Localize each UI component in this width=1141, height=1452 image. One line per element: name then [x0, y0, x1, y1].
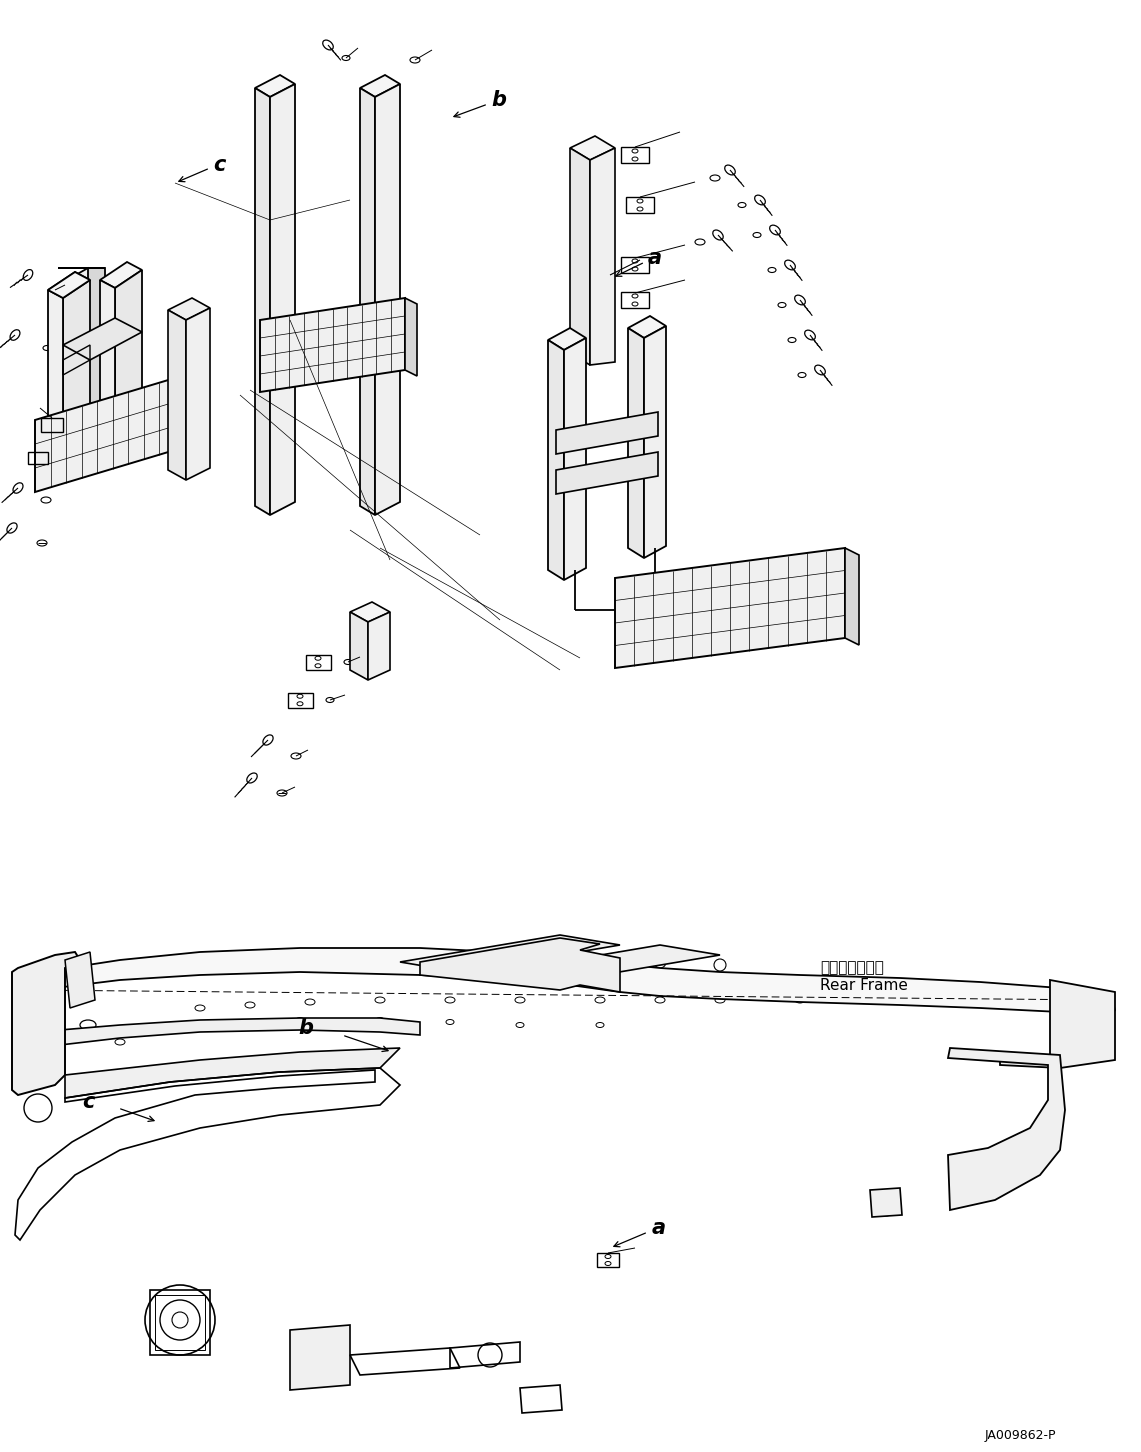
Polygon shape — [175, 378, 185, 457]
Polygon shape — [615, 547, 845, 668]
Polygon shape — [405, 298, 416, 376]
Polygon shape — [369, 611, 390, 680]
Text: c: c — [213, 155, 226, 176]
Polygon shape — [35, 378, 175, 492]
Polygon shape — [254, 76, 296, 97]
Polygon shape — [254, 89, 270, 515]
Polygon shape — [375, 84, 400, 515]
Polygon shape — [350, 603, 390, 621]
Polygon shape — [590, 148, 615, 364]
Polygon shape — [100, 261, 141, 287]
Polygon shape — [350, 611, 369, 680]
Polygon shape — [556, 452, 658, 494]
Polygon shape — [48, 290, 63, 476]
Polygon shape — [869, 1188, 903, 1217]
Polygon shape — [21, 1018, 420, 1056]
Polygon shape — [65, 1048, 400, 1098]
Text: a: a — [652, 1218, 666, 1239]
Polygon shape — [420, 938, 620, 992]
Polygon shape — [48, 272, 90, 298]
Polygon shape — [168, 309, 186, 481]
Text: a: a — [648, 248, 662, 269]
Polygon shape — [570, 136, 615, 160]
Polygon shape — [168, 298, 210, 319]
Polygon shape — [948, 1048, 1065, 1210]
Polygon shape — [13, 953, 80, 1095]
Polygon shape — [115, 270, 141, 466]
Polygon shape — [186, 308, 210, 481]
Polygon shape — [628, 328, 644, 558]
Text: c: c — [82, 1092, 95, 1112]
Polygon shape — [48, 272, 90, 298]
Polygon shape — [100, 280, 115, 466]
Text: JA009862-P: JA009862-P — [985, 1429, 1057, 1442]
Polygon shape — [845, 547, 859, 645]
Polygon shape — [270, 84, 296, 515]
Polygon shape — [564, 338, 586, 579]
Polygon shape — [1000, 980, 1115, 1069]
Polygon shape — [361, 89, 375, 515]
Polygon shape — [570, 148, 590, 364]
Polygon shape — [65, 953, 95, 1008]
Polygon shape — [58, 269, 105, 302]
Polygon shape — [644, 327, 666, 558]
Polygon shape — [548, 328, 586, 350]
Text: リヤーフレーム: リヤーフレーム — [820, 961, 884, 976]
Polygon shape — [63, 318, 141, 360]
Polygon shape — [88, 269, 105, 450]
Polygon shape — [21, 948, 1115, 1018]
Polygon shape — [260, 298, 405, 392]
Polygon shape — [556, 412, 658, 454]
Polygon shape — [63, 280, 90, 476]
Polygon shape — [361, 76, 400, 97]
Polygon shape — [548, 340, 564, 579]
Polygon shape — [628, 317, 666, 338]
Polygon shape — [400, 935, 620, 971]
Polygon shape — [290, 1326, 350, 1390]
Text: b: b — [491, 90, 505, 110]
Polygon shape — [500, 945, 720, 982]
Text: b: b — [298, 1018, 313, 1038]
Text: Rear Frame: Rear Frame — [820, 977, 908, 993]
